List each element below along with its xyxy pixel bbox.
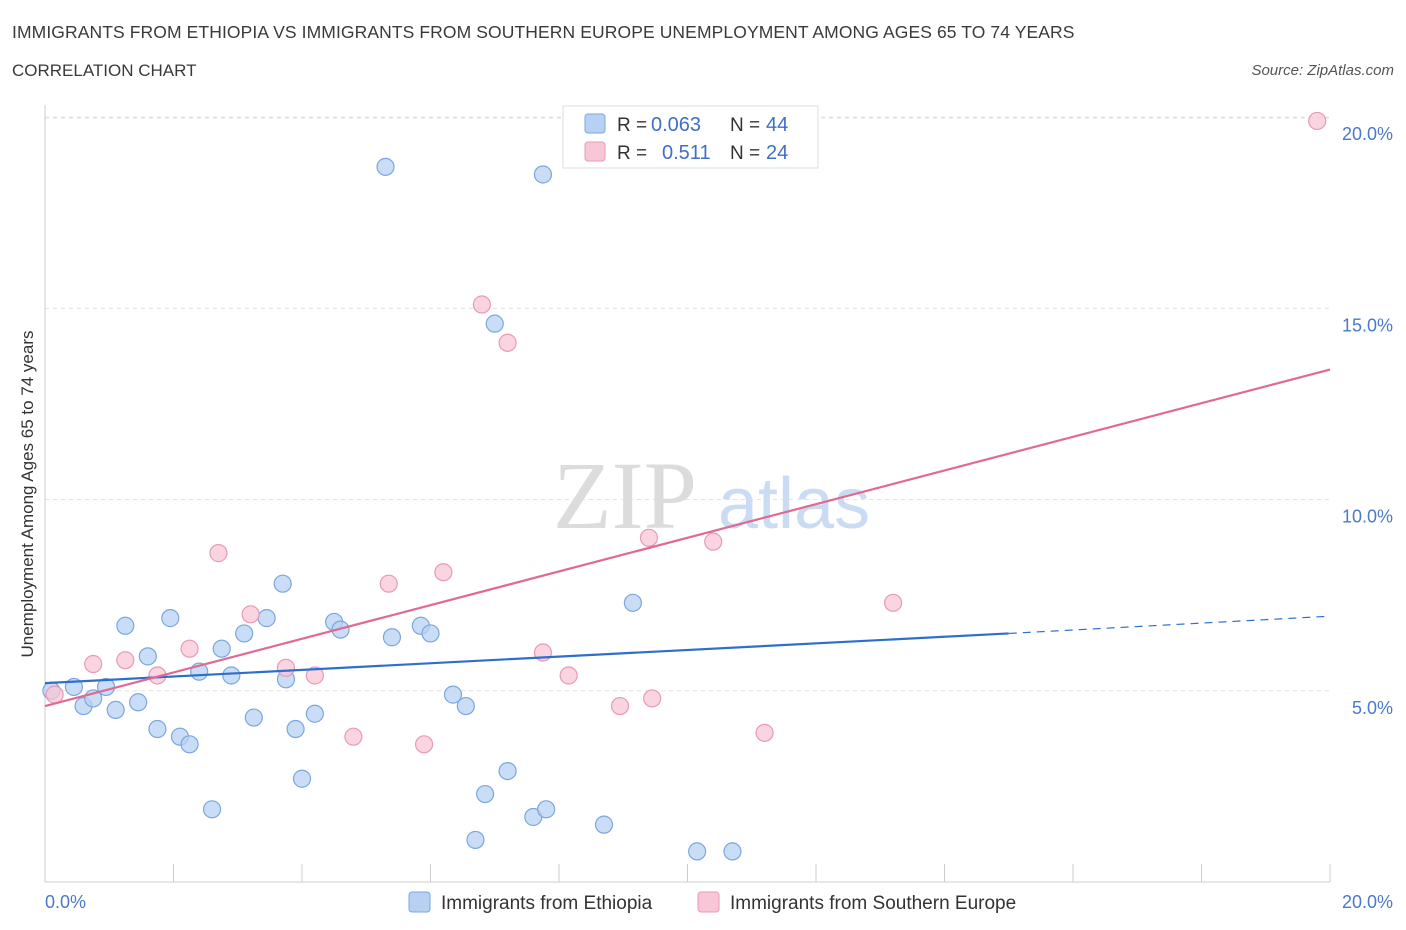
stats-legend-n-value-southern-europe: 24 (766, 142, 788, 164)
point-0-27 (376, 157, 395, 176)
point-0-5 (106, 700, 125, 720)
stats-legend-swatch-ethiopia (584, 113, 606, 134)
stats-legend-n-label-southern-europe: N = (730, 143, 760, 164)
point-1-0 (45, 685, 64, 704)
point-0-41 (623, 593, 642, 612)
point-0-39 (537, 800, 556, 819)
stats-legend-swatch-southern-europe (584, 141, 606, 162)
chart-subtitle: CORRELATION CHART (12, 61, 197, 80)
point-1-1 (84, 654, 103, 674)
point-0-32 (456, 696, 475, 716)
trend-line-0 (44, 632, 1009, 685)
point-0-36 (498, 761, 517, 781)
point-1-21 (755, 723, 774, 742)
trend-line-extension-0 (1008, 615, 1331, 635)
y-tick-label-1: 10.0% (1342, 507, 1393, 527)
point-0-12 (180, 735, 199, 754)
point-1-7 (276, 658, 296, 677)
legend-swatch-southern-europe (697, 891, 720, 913)
point-1-18 (639, 528, 659, 547)
watermark-atlas: atlas (718, 464, 870, 544)
series-southern-europe-points (45, 111, 1327, 754)
y-tick-label-3: 20.0% (1342, 124, 1393, 144)
point-0-34 (476, 784, 495, 804)
point-0-24 (305, 704, 324, 723)
y-tick-label-0: 5.0% (1352, 698, 1393, 718)
point-0-8 (138, 647, 157, 666)
point-1-11 (414, 735, 434, 754)
point-0-7 (129, 693, 148, 712)
point-0-30 (421, 624, 440, 643)
grid-lines (45, 116, 1330, 692)
point-1-5 (209, 544, 228, 563)
point-1-10 (379, 574, 398, 593)
point-1-6 (241, 605, 260, 624)
point-1-4 (180, 639, 199, 658)
stats-legend-r-value-southern-europe: 0.511 (662, 142, 711, 164)
chart-title: IMMIGRANTS FROM ETHIOPIA VS IMMIGRANTS F… (12, 22, 1075, 42)
point-0-35 (485, 314, 504, 333)
point-1-19 (643, 689, 662, 708)
stats-legend-n-value-ethiopia: 44 (766, 114, 788, 136)
x-tick-label-max: 20.0% (1342, 892, 1393, 912)
trend-lines (44, 368, 1331, 708)
point-0-28 (382, 628, 402, 647)
point-0-33 (466, 830, 485, 850)
stats-legend-n-label-ethiopia: N = (730, 115, 760, 136)
legend-label-southern-europe: Immigrants from Southern Europe (730, 893, 1016, 914)
point-1-16 (559, 666, 578, 685)
source-label: Source: ZipAtlas.com (1251, 62, 1394, 79)
point-0-6 (116, 616, 135, 635)
point-1-12 (434, 563, 453, 582)
stats-legend-r-value-ethiopia: 0.063 (651, 114, 701, 136)
stats-legend: R = 0.063 N = 44 R = 0.511 N = 24 (562, 105, 819, 169)
stats-legend-r-label-southern-europe: R = (617, 143, 647, 164)
point-0-18 (244, 708, 263, 727)
point-0-17 (235, 624, 254, 643)
legend-swatch-ethiopia (408, 891, 431, 913)
point-0-15 (212, 639, 231, 658)
y-axis-tick-labels: 5.0% 10.0% 15.0% 20.0% (1342, 124, 1393, 718)
y-axis-label: Unemployment Among Ages 65 to 74 years (18, 331, 37, 658)
point-1-17 (610, 696, 630, 716)
series-legend: Immigrants from Ethiopia Immigrants from… (408, 891, 1016, 914)
point-1-8 (305, 666, 324, 685)
series-ethiopia-points (42, 157, 742, 861)
watermark-zip: ZIP (553, 442, 697, 549)
legend-label-ethiopia: Immigrants from Ethiopia (441, 893, 653, 914)
point-0-19 (257, 609, 276, 628)
point-0-20 (273, 574, 292, 593)
stats-legend-r-label-ethiopia: R = (617, 115, 647, 136)
point-1-20 (704, 532, 723, 551)
point-1-2 (116, 651, 135, 670)
point-0-42 (688, 842, 707, 861)
point-0-10 (161, 609, 180, 628)
point-0-43 (723, 842, 742, 861)
x-axis-ticks (44, 864, 1331, 882)
point-1-14 (498, 333, 517, 352)
point-0-40 (594, 815, 614, 834)
point-0-31 (443, 685, 463, 704)
trend-line-1 (44, 368, 1331, 708)
x-tick-label-min: 0.0% (45, 892, 86, 912)
point-1-22 (883, 593, 903, 612)
point-1-9 (344, 727, 363, 746)
point-1-13 (472, 295, 491, 314)
point-0-14 (202, 800, 222, 819)
point-0-22 (286, 719, 305, 739)
point-0-38 (533, 165, 553, 184)
y-tick-label-2: 15.0% (1342, 315, 1393, 335)
point-0-16 (222, 666, 241, 685)
point-1-23 (1308, 111, 1327, 131)
point-0-23 (292, 769, 312, 788)
point-0-9 (148, 719, 167, 739)
